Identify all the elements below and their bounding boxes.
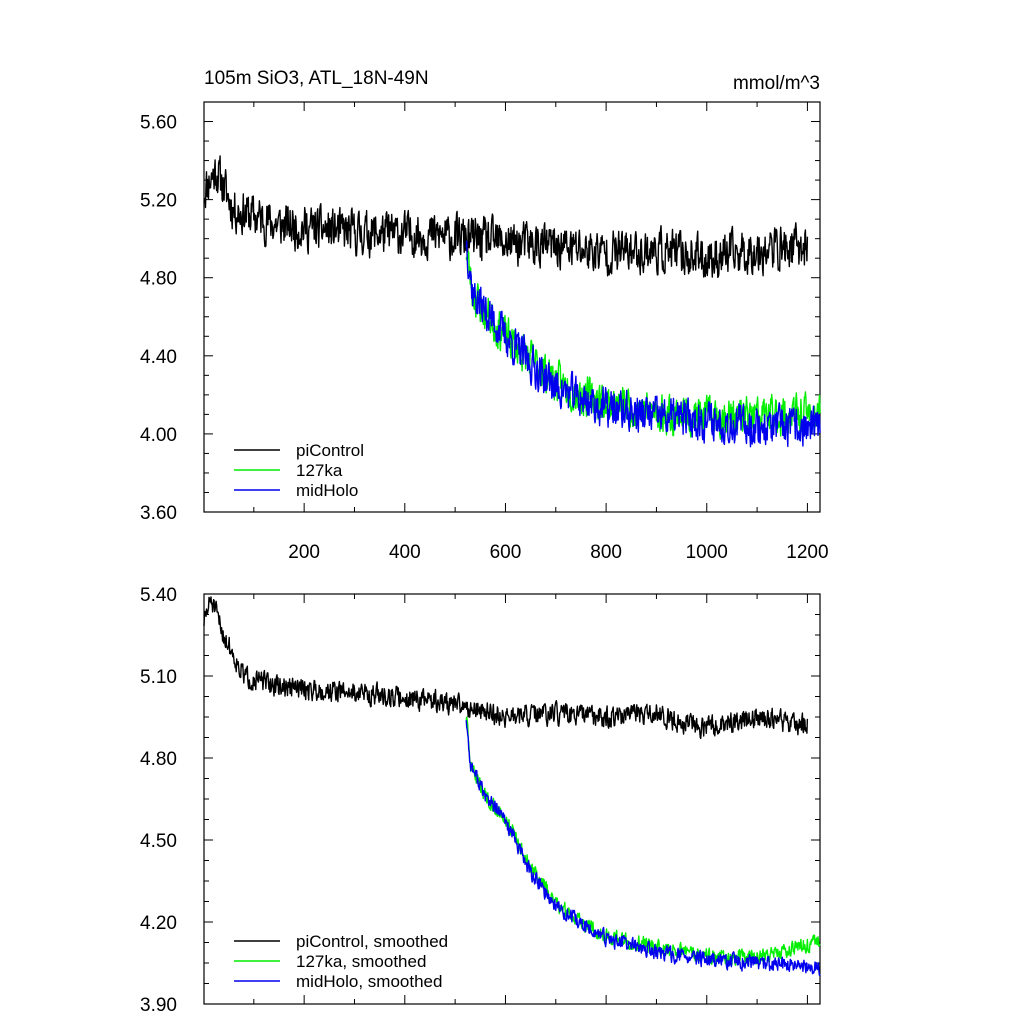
- axis-ticks: 200 400 600 800 1000 1200 3.60 4.00 4.40 4.80 5.20…: [140, 101, 829, 563]
- chart-title: 105m SiO3, ATL_18N-49N: [204, 68, 429, 89]
- y-tick-label: 4.50: [140, 831, 177, 852]
- y-tick-label: 5.20: [140, 191, 177, 212]
- x-tick-label: 400: [389, 542, 421, 563]
- x-tick-label: 200: [288, 542, 320, 563]
- y-tick-label: 5.40: [140, 585, 177, 606]
- y-tick-label: 5.60: [140, 113, 177, 134]
- series-line-2: [465, 716, 821, 966]
- legend-label: piControl: [296, 441, 364, 460]
- y-tick-label: 5.10: [140, 667, 177, 688]
- x-tick-label: 600: [490, 542, 522, 563]
- axis-ticks: 3.90 4.20 4.50 4.80 5.10 5.40: [140, 585, 820, 1016]
- y-tick-label: 4.00: [140, 425, 177, 446]
- series-lines: [203, 155, 821, 448]
- y-tick-label: 3.60: [140, 503, 177, 524]
- legend-label: piControl, smoothed: [296, 932, 448, 951]
- units-label: mmol/m^3: [733, 73, 820, 94]
- legend-label: 127ka, smoothed: [296, 952, 426, 971]
- y-tick-label: 3.90: [140, 995, 177, 1016]
- series-line-1: [203, 596, 809, 740]
- series-line-3: [465, 720, 821, 977]
- series-line-1: [203, 155, 809, 278]
- plot-frame: [203, 101, 821, 513]
- legend-label: midHolo: [296, 481, 358, 500]
- bottom-panel: 3.90 4.20 4.50 4.80 5.10 5.40 piControl, smoo…: [140, 585, 821, 1016]
- legend-label: 127ka: [296, 461, 343, 480]
- y-tick-label: 4.80: [140, 269, 177, 290]
- x-tick-label: 1200: [786, 542, 828, 563]
- x-tick-label: 800: [590, 542, 622, 563]
- x-tick-label: 1000: [686, 542, 728, 563]
- y-tick-label: 4.80: [140, 749, 177, 770]
- series-lines: [203, 596, 821, 977]
- series-line-3: [465, 240, 821, 448]
- legend-label: midHolo, smoothed: [296, 972, 442, 991]
- top-panel: 105m SiO3, ATL_18N-49N mmol/m^3 200 400 60…: [140, 68, 829, 563]
- y-tick-label: 4.20: [140, 913, 177, 934]
- y-tick-label: 4.40: [140, 347, 177, 368]
